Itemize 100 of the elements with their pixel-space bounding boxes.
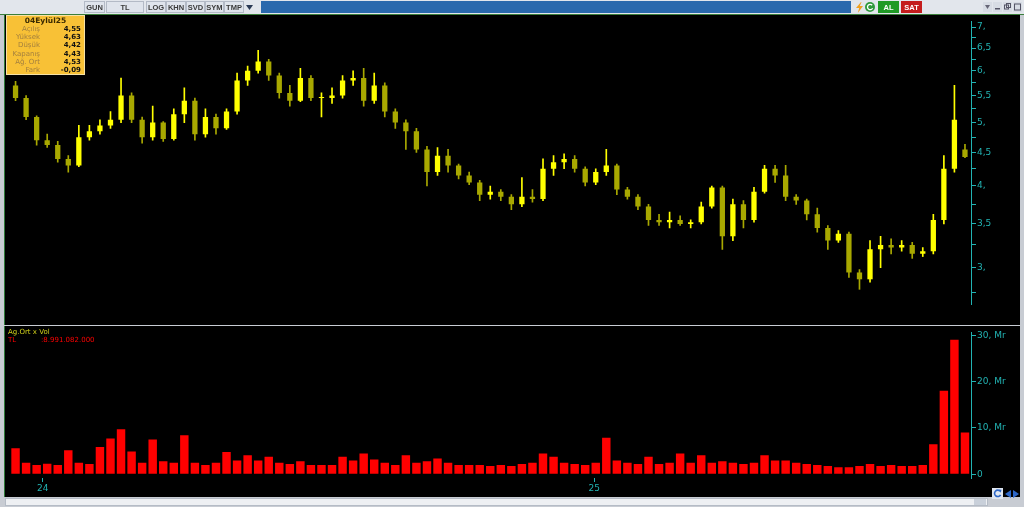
bar: [454, 465, 463, 474]
bar: [32, 465, 41, 474]
bar: [791, 462, 801, 474]
y-tick-label: 10, Mr: [977, 422, 1006, 433]
bar: [475, 465, 484, 474]
bar: [232, 460, 242, 474]
bar: [211, 462, 221, 474]
bar: [612, 460, 622, 474]
y-tick-label: 20, Mr: [977, 375, 1006, 386]
bar: [939, 390, 949, 474]
bar: [317, 465, 326, 474]
bar: [496, 465, 506, 474]
bar: [865, 464, 875, 474]
candlestick: [603, 149, 609, 176]
bar: [85, 464, 94, 474]
bar: [391, 465, 400, 474]
bar: [95, 446, 105, 474]
bar: [929, 444, 938, 474]
bar: [338, 456, 347, 474]
bar: [591, 462, 600, 474]
bar: [348, 460, 358, 474]
bar: [74, 462, 84, 474]
bar: [802, 464, 811, 474]
y-tick-label: 7,: [977, 21, 986, 32]
bar: [180, 435, 189, 474]
bar: [697, 455, 706, 474]
bar: [960, 432, 970, 474]
bar: [359, 453, 368, 474]
bar: [876, 465, 885, 474]
candlestick: [656, 214, 662, 226]
bar: [602, 437, 611, 474]
y-tick-label: 4,: [977, 180, 986, 191]
bar: [486, 465, 495, 474]
bar: [834, 467, 843, 474]
bar: [675, 453, 685, 474]
bar: [950, 339, 959, 474]
bar: [222, 452, 231, 474]
bar: [253, 460, 263, 474]
bar: [749, 462, 759, 474]
bar: [570, 464, 579, 474]
y-tick-label: 3,5: [977, 218, 992, 229]
y-tick-label: 5,5: [977, 89, 992, 100]
bar: [654, 464, 664, 474]
bar: [106, 438, 115, 474]
bar: [760, 455, 769, 474]
bar: [64, 450, 73, 474]
bar: [464, 465, 474, 474]
bar: [559, 462, 569, 474]
y-tick-label: 6,5: [977, 42, 992, 53]
bar: [422, 461, 432, 474]
y-tick-label: 0: [977, 468, 983, 479]
bar: [190, 462, 200, 474]
bar: [528, 462, 537, 474]
bar: [127, 451, 136, 474]
bar: [380, 462, 389, 474]
bar: [148, 439, 157, 474]
bar: [201, 465, 210, 474]
bar: [718, 461, 727, 474]
y-tick-label: 6,: [977, 65, 986, 76]
candlestick: [561, 153, 567, 170]
bar: [739, 464, 748, 474]
candlestick: [888, 238, 894, 255]
bar: [897, 465, 906, 474]
bar: [401, 455, 411, 474]
bar: [116, 429, 126, 474]
bar: [549, 456, 558, 474]
bar: [908, 465, 917, 474]
bar: [855, 465, 864, 474]
bar: [159, 461, 168, 474]
x-tick-label: 24: [36, 482, 49, 493]
candlestick: [519, 177, 525, 207]
bar: [580, 465, 590, 474]
bar: [823, 465, 833, 474]
candlestick: [350, 70, 356, 86]
bar: [517, 464, 527, 474]
bar: [433, 458, 442, 474]
bar: [169, 462, 179, 474]
bar: [633, 464, 643, 474]
bar: [137, 462, 147, 474]
bar: [11, 448, 20, 474]
bar: [507, 465, 516, 474]
bar: [770, 460, 780, 474]
bar: [844, 467, 854, 474]
y-tick-label: 30, Mr: [977, 329, 1006, 340]
bar: [370, 459, 379, 474]
bar: [644, 456, 653, 474]
x-tick-label: 25: [588, 482, 600, 493]
bar: [707, 462, 717, 474]
bar: [275, 462, 284, 474]
bar: [296, 461, 305, 474]
candlestick: [403, 119, 409, 150]
bar: [886, 465, 896, 474]
bar: [781, 460, 790, 474]
y-tick-label: 3,: [977, 262, 986, 273]
bar: [42, 463, 52, 474]
bar: [728, 462, 738, 474]
bar: [443, 462, 453, 474]
bar: [412, 462, 421, 474]
bar: [21, 462, 31, 474]
y-tick-label: 4,5: [977, 146, 992, 157]
